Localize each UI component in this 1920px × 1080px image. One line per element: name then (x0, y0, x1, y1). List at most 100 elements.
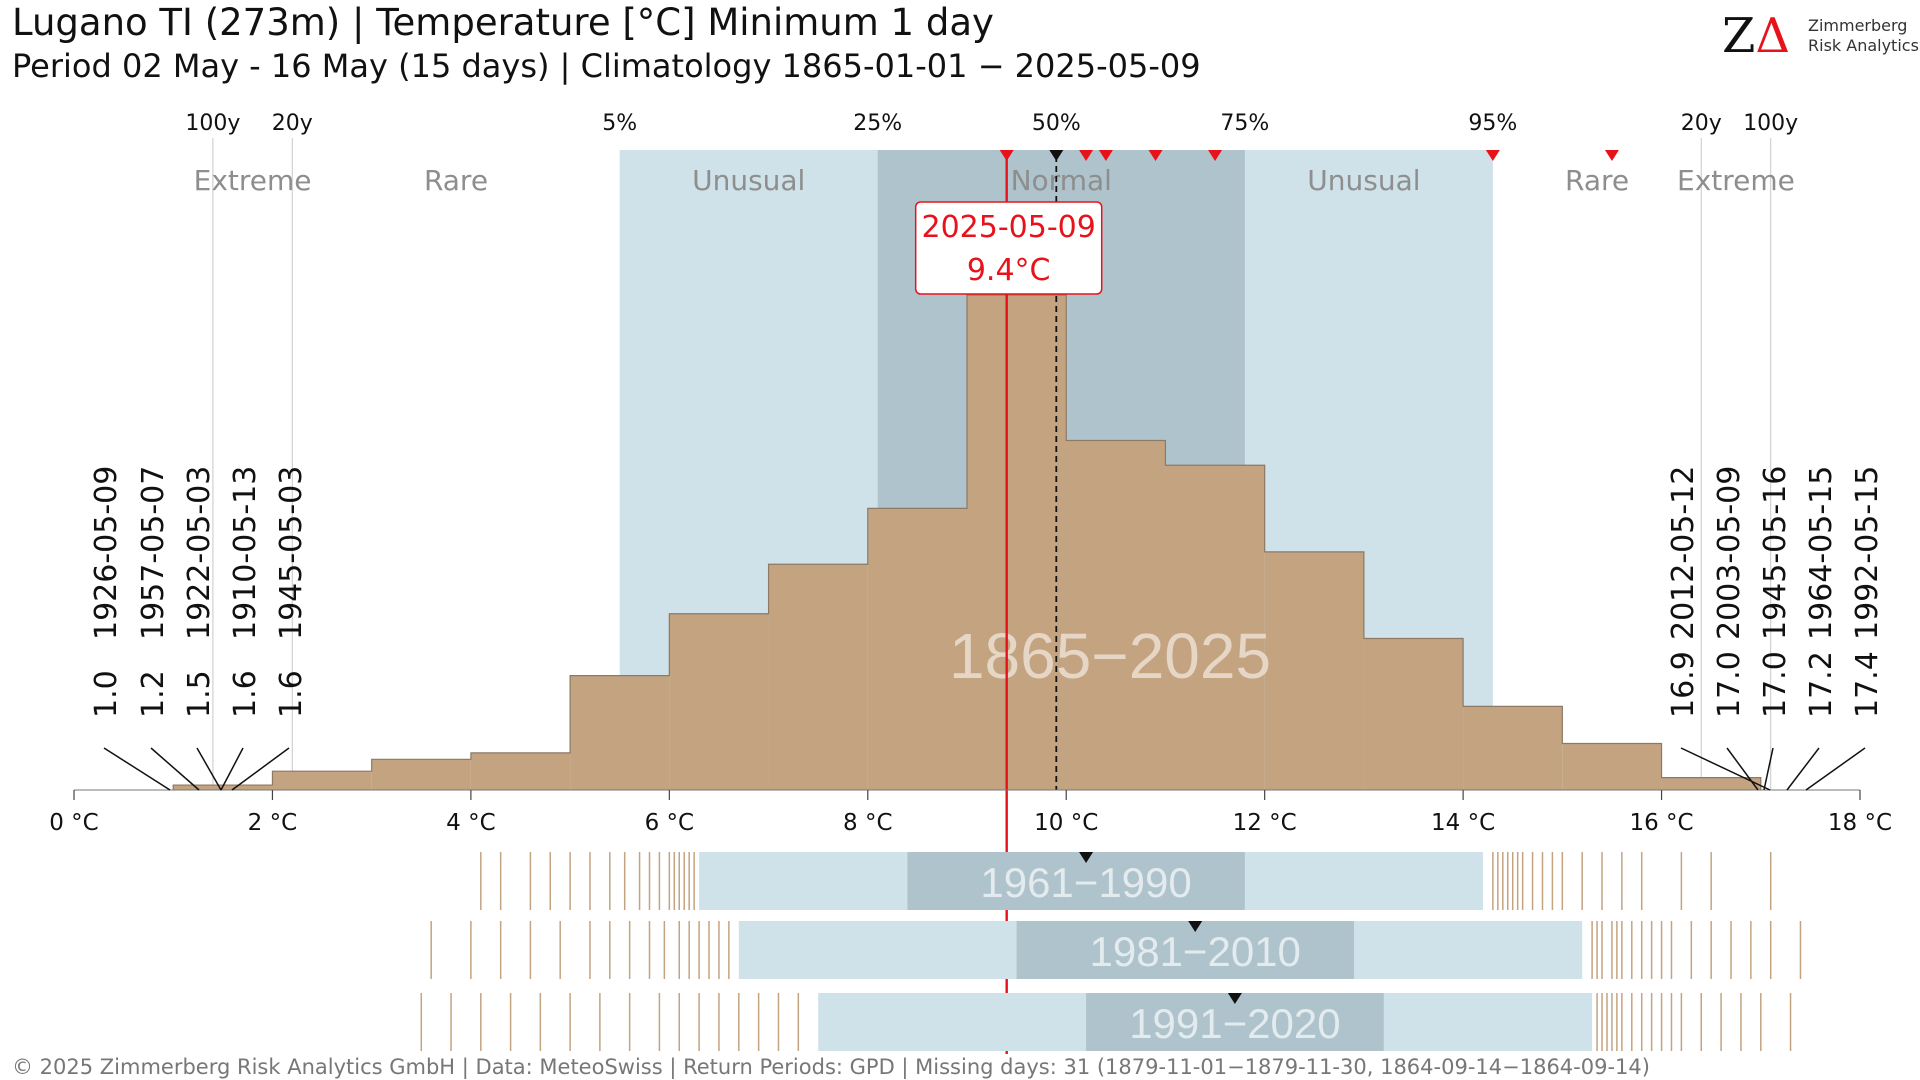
reference-median-marker (1079, 852, 1094, 863)
page-subtitle: Period 02 May - 16 May (15 days) | Clima… (12, 47, 1201, 85)
histogram-bars (173, 295, 1761, 790)
histogram-bar (867, 508, 967, 790)
warm-record-date: 2003-05-09 (1712, 466, 1747, 640)
histogram-bar (470, 752, 571, 790)
histogram-bar (1264, 551, 1364, 790)
recent-value-marker (1148, 150, 1163, 161)
warm-record-leader (1763, 747, 1774, 791)
current-value-label: 9.4°C (967, 253, 1051, 288)
logo-letter-delta: Δ (1755, 8, 1791, 64)
footer-credits: © 2025 Zimmerberg Risk Analytics GmbH | … (12, 1055, 1650, 1079)
percentile-label: 100y (185, 111, 240, 136)
recent-value-marker (1208, 150, 1223, 161)
zone-label: Rare (1565, 164, 1629, 197)
zone-label: Rare (424, 164, 488, 197)
cold-record-value: 1.2 (136, 670, 171, 718)
histogram-bar (272, 771, 372, 790)
reference-period-row: 1961−1990 (480, 852, 1772, 910)
histogram-bar (1562, 743, 1662, 790)
cold-record-date: 1957-05-07 (136, 466, 171, 640)
period-watermark: 1865−2025 (949, 620, 1271, 692)
percentile-label: 5% (602, 111, 637, 136)
x-tick-label: 4 °C (446, 810, 496, 836)
percentile-label: 95% (1468, 111, 1517, 136)
warm-record-date: 1964-05-15 (1804, 466, 1839, 640)
warm-record-date: 1992-05-15 (1850, 466, 1885, 640)
cold-record-leader (150, 747, 200, 791)
recent-value-marker (1079, 150, 1094, 161)
reference-normal-band (907, 852, 1245, 910)
warm-record-leader (1726, 747, 1759, 791)
zone-label: Extreme (1677, 164, 1795, 197)
recent-value-marker (999, 150, 1014, 161)
histogram-bar (1463, 706, 1563, 790)
cold-record-leader (231, 747, 290, 791)
cold-record-date: 1926-05-09 (89, 466, 124, 640)
logo-line-2: Risk Analytics (1808, 36, 1919, 55)
reference-period-label: 1981−2010 (1090, 928, 1301, 975)
current-value-box (914, 201, 1103, 295)
reference-period-label: 1991−2020 (1129, 1000, 1340, 1047)
page-title: Lugano TI (273m) | Temperature [°C] Mini… (12, 1, 994, 44)
histogram-bar (1363, 638, 1464, 790)
histogram-bar (1066, 440, 1166, 790)
cold-record-date: 1945-05-03 (274, 466, 309, 640)
histogram-bar (768, 564, 868, 790)
warm-record-value: 17.4 (1850, 651, 1885, 718)
cold-record-date: 1910-05-13 (228, 466, 263, 640)
recent-value-marker (1098, 150, 1113, 161)
warm-record-value: 16.9 (1666, 651, 1701, 718)
warm-record-leader (1805, 747, 1866, 791)
x-tick-label: 8 °C (843, 810, 893, 836)
x-tick-label: 2 °C (248, 810, 298, 836)
percentile-label: 100y (1743, 111, 1798, 136)
histogram-outline (172, 294, 1762, 790)
warm-record-value: 17.2 (1804, 651, 1839, 718)
percentile-label: 25% (853, 111, 902, 136)
x-tick-label: 18 °C (1828, 810, 1892, 836)
current-date-label: 2025-05-09 (922, 210, 1096, 245)
warm-record-value: 17.0 (1758, 651, 1793, 718)
zone-label: Unusual (692, 164, 805, 197)
histogram-bar (669, 613, 769, 790)
logo-mark: ZΔ (1722, 8, 1790, 64)
recent-value-marker (1604, 150, 1619, 161)
histogram-bar (371, 759, 471, 790)
histogram-bar (570, 675, 670, 790)
histogram-bar (967, 295, 1067, 790)
reference-period-label: 1961−1990 (980, 859, 1191, 906)
logo-letter-z: Z (1722, 8, 1756, 64)
cold-record-date: 1922-05-03 (182, 466, 217, 640)
cold-record-leader (196, 747, 222, 791)
x-tick-label: 16 °C (1629, 810, 1693, 836)
warm-record-leader (1786, 747, 1820, 791)
warm-record-date: 2012-05-12 (1666, 466, 1701, 640)
reference-period-row: 1981−2010 (430, 921, 1802, 979)
logo-line-1: Zimmerberg (1808, 16, 1908, 35)
zone-label: Normal (1011, 164, 1112, 197)
x-tick-label: 0 °C (49, 810, 99, 836)
reference-median-marker (1188, 921, 1203, 932)
median-marker (1049, 150, 1064, 161)
reference-median-marker (1227, 993, 1242, 1004)
cold-record-value: 1.5 (182, 670, 217, 718)
percentile-label: 75% (1220, 111, 1269, 136)
histogram-bar (1165, 465, 1265, 790)
cold-record-leader (103, 747, 171, 791)
cold-record-leader (220, 747, 244, 791)
zone-label: Unusual (1307, 164, 1420, 197)
cold-record-value: 1.0 (89, 670, 124, 718)
histogram-bar (1661, 777, 1761, 790)
x-tick-label: 14 °C (1431, 810, 1495, 836)
cold-record-value: 1.6 (228, 670, 263, 718)
percentile-label: 50% (1032, 111, 1081, 136)
warm-record-leader (1680, 747, 1771, 791)
warm-record-value: 17.0 (1712, 651, 1747, 718)
x-tick-label: 12 °C (1233, 810, 1297, 836)
reference-normal-band (1016, 921, 1354, 979)
reference-period-row: 1991−2020 (420, 993, 1792, 1051)
percentile-label: 20y (272, 111, 313, 136)
zone-label: Extreme (194, 164, 312, 197)
recent-value-marker (1485, 150, 1500, 161)
